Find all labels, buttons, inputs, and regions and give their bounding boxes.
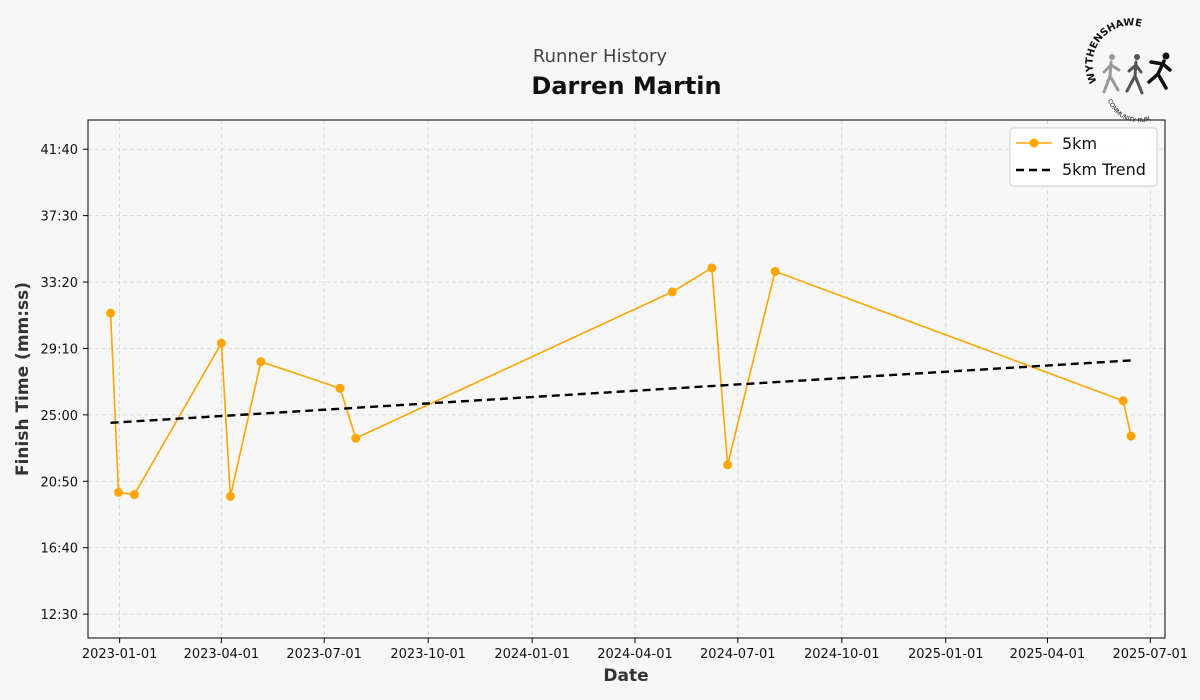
data-point [770,266,780,276]
data-point [707,263,717,273]
trend-line [110,359,1132,424]
logo: WYTHENSHAWE COMMUNITY RUN [1084,17,1172,124]
y-axis-ticks: 12:30 16:40 20:50 25:00 29:10 33:20 37:30 41:40 [41,143,88,623]
x-tick-label: 2025-01-01 [908,647,984,662]
y-tick-label: 12:30 [41,608,78,623]
runner-figure-1-icon [1102,54,1121,94]
y-tick-label: 41:40 [41,143,78,158]
legend-marker-5km [1029,138,1039,148]
x-tick-label: 2025-04-01 [1010,647,1086,662]
x-tick-label: 2023-10-01 [390,647,466,662]
y-tick-label: 16:40 [41,542,78,557]
x-tick-label: 2024-04-01 [597,647,673,662]
legend-label-5km: 5km [1062,134,1097,153]
data-point [723,460,733,470]
data-point [216,338,226,348]
data-point [335,383,345,393]
y-tick-label: 25:00 [41,409,78,424]
x-axis-title: Date [603,666,648,686]
x-tick-label: 2025-07-01 [1113,647,1189,662]
x-tick-label: 2023-07-01 [286,647,362,662]
data-point [667,287,677,297]
series-layer [106,263,1136,501]
data-point [225,491,235,501]
data-point [129,490,139,500]
data-point [1126,431,1136,441]
legend-label-trend: 5km Trend [1062,160,1146,179]
data-point [256,357,266,367]
x-tick-label: 2023-04-01 [184,647,260,662]
x-tick-label: 2024-10-01 [804,647,880,662]
chart-title: Darren Martin [531,72,722,100]
x-tick-label: 2024-01-01 [494,647,570,662]
data-point [351,433,361,443]
legend: 5km 5km Trend [1009,127,1158,187]
runner-figure-3-icon [1147,52,1172,90]
series-line-5km [109,266,1132,497]
y-axis-title: Finish Time (mm:ss) [13,282,33,476]
grid-lines [88,120,1165,638]
y-tick-label: 37:30 [41,210,78,225]
data-point [106,308,116,318]
y-tick-label: 29:10 [41,342,78,357]
x-axis-ticks: 2023-01-01 2023-04-01 2023-07-01 2023-10-01… [82,638,1188,662]
data-point [1118,396,1128,406]
plot-frame [87,119,1166,639]
y-tick-label: 20:50 [41,475,78,490]
x-tick-label: 2023-01-01 [82,647,158,662]
data-point [114,487,124,497]
x-tick-label: 2024-07-01 [700,647,776,662]
y-tick-label: 33:20 [41,276,78,291]
runner-figure-2-icon [1125,54,1144,95]
chart-subtitle: Runner History [532,46,668,67]
